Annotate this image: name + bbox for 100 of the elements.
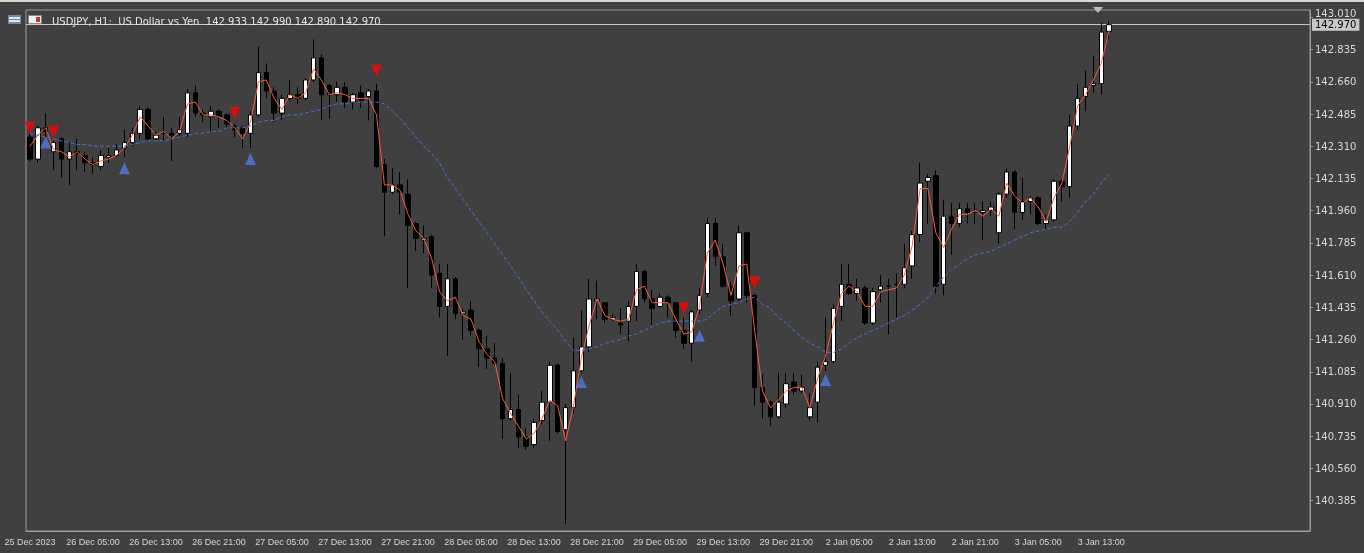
y-tick-label: 142.485: [1315, 108, 1357, 120]
candlestick: [27, 132, 33, 162]
x-tick-label: 25 Dec 2023: [4, 536, 56, 547]
point: [245, 153, 256, 166]
point: [40, 136, 52, 149]
candlestick: [59, 136, 64, 179]
x-tick-label: 26 Dec 21:00: [192, 536, 246, 547]
y-tick-label: 140.385: [1315, 495, 1357, 507]
text: USDJPY, H1: US Dollar vs Yen 142.933 142.990 142.890 142.970: [52, 15, 381, 27]
candlestick: [342, 81, 348, 109]
x-tick-label: 27 Dec 21:00: [381, 536, 435, 547]
candlestick: [894, 272, 899, 318]
x-tick-label: 28 Dec 05:00: [444, 536, 498, 547]
candlestick: [445, 263, 450, 357]
candlestick: [185, 88, 190, 138]
candlestick: [390, 167, 395, 195]
candlestick: [736, 224, 742, 302]
candlestick: [776, 372, 781, 420]
candlestick: [437, 263, 442, 318]
candlestick: [547, 361, 553, 442]
candlestick: [665, 294, 671, 318]
candlestick: [1035, 195, 1041, 226]
ref-line-label: 142.970: [1315, 19, 1357, 31]
candlestick: [1106, 20, 1112, 40]
x-tick-label: 29 Dec 05:00: [633, 536, 687, 547]
candlestick: [516, 394, 521, 449]
y-tick-label: 142.310: [1315, 140, 1357, 152]
candlestick: [972, 202, 978, 225]
candlestick: [862, 285, 868, 326]
candlestick: [453, 276, 458, 320]
candlestick: [1012, 169, 1017, 230]
x-tick-label: 2 Jan 13:00: [888, 536, 936, 547]
candlestick: [145, 107, 151, 142]
x-tick-label: 2 Jan 21:00: [951, 536, 999, 547]
candlestick: [1091, 55, 1096, 94]
candlestick: [807, 392, 813, 422]
y-tick-label: 141.610: [1315, 269, 1357, 281]
candlestick: [1067, 114, 1072, 199]
candlestick: [98, 149, 104, 171]
candlestick: [153, 131, 159, 142]
point: [575, 375, 587, 388]
candlestick: [563, 403, 568, 525]
candlestick: [594, 280, 600, 320]
candlestick: [421, 224, 427, 254]
candlestick: [161, 116, 167, 142]
x-tick-label: 26 Dec 13:00: [129, 536, 183, 547]
point: [820, 374, 832, 387]
candlestick: [878, 274, 883, 304]
y-tick-label: 141.960: [1315, 205, 1357, 217]
candlestick: [256, 46, 261, 118]
candlestick: [783, 372, 789, 409]
point: [749, 276, 761, 289]
candlestick: [358, 84, 364, 109]
candlestick: [925, 173, 931, 225]
x-tick-label: 26 Dec 05:00: [66, 536, 120, 547]
point: [48, 125, 60, 138]
candlestick: [216, 108, 222, 129]
y-tick-label: 141.435: [1315, 301, 1357, 313]
candlestick: [460, 307, 466, 341]
candlestick: [965, 202, 970, 225]
candlestick: [405, 178, 411, 289]
candlestick: [949, 202, 954, 256]
candlestick: [791, 372, 797, 396]
candlestick: [634, 263, 639, 322]
point: [118, 162, 130, 175]
x-tick-label: 29 Dec 13:00: [696, 536, 750, 547]
candlestick: [531, 418, 537, 449]
candlestick: [555, 362, 560, 434]
y-tick-label: 143.010: [1315, 7, 1357, 19]
candlestick: [642, 269, 647, 304]
candlestick: [311, 38, 316, 83]
candlestick: [137, 105, 143, 140]
candlestick: [713, 217, 718, 267]
candlestick: [657, 293, 663, 309]
candlestick: [917, 162, 923, 243]
x-tick-label: 2 Jan 05:00: [825, 536, 873, 547]
y-tick-label: 140.910: [1315, 398, 1357, 410]
candlestick: [169, 127, 174, 162]
candlestick: [366, 88, 371, 121]
x-tick-label: 29 Dec 21:00: [759, 536, 813, 547]
candlestick: [35, 125, 41, 164]
point: [694, 329, 706, 342]
candlestick: [240, 125, 245, 149]
candlestick: [870, 287, 876, 326]
y-tick-label: 142.660: [1315, 76, 1357, 88]
x-tick-label: 28 Dec 13:00: [507, 536, 561, 547]
x-tick-label: 28 Dec 21:00: [570, 536, 624, 547]
candlestick: [980, 200, 986, 241]
candlestick: [823, 316, 828, 372]
y-tick-label: 141.785: [1315, 237, 1357, 249]
candlestick: [500, 357, 505, 440]
candlestick: [941, 199, 946, 296]
x-tick-label: 27 Dec 05:00: [255, 536, 309, 547]
candlestick: [618, 307, 623, 335]
y-tick-label: 142.835: [1315, 44, 1357, 56]
x-tick-label: 3 Jan 05:00: [1014, 536, 1062, 547]
y-tick-label: 140.735: [1315, 430, 1357, 442]
point: [371, 64, 383, 77]
y-tick-label: 140.560: [1315, 462, 1357, 474]
candlestick: [886, 278, 891, 335]
